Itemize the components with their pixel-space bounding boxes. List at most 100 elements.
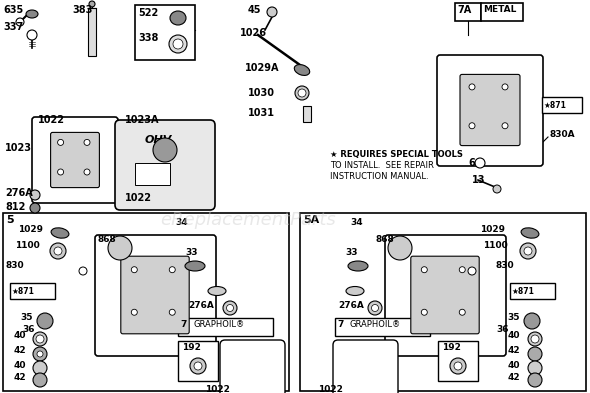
Ellipse shape [185,261,205,271]
Circle shape [388,236,412,260]
Circle shape [30,203,40,213]
Circle shape [33,361,47,375]
Bar [542,97,582,113]
Circle shape [169,309,175,315]
Circle shape [37,313,53,329]
Circle shape [227,305,234,312]
Text: 6: 6 [468,158,475,168]
Circle shape [190,358,206,374]
Bar [135,5,195,60]
Text: 383: 383 [72,5,93,15]
Bar [178,341,218,381]
Circle shape [502,84,508,90]
Circle shape [132,309,137,315]
Text: ★871: ★871 [544,101,567,110]
Text: 42: 42 [14,373,27,382]
Text: 40: 40 [508,361,520,370]
Circle shape [27,30,37,40]
Circle shape [79,267,87,275]
Circle shape [33,373,47,387]
Circle shape [295,86,309,100]
Text: 276A: 276A [338,301,364,310]
FancyBboxPatch shape [460,74,520,145]
Circle shape [298,89,306,97]
Text: METAL: METAL [483,5,516,14]
Text: 337: 337 [3,22,23,32]
Text: 42: 42 [508,346,520,355]
Ellipse shape [170,11,186,25]
Text: 1022: 1022 [125,193,152,203]
Text: 868: 868 [375,235,394,244]
Text: ★871: ★871 [512,286,535,296]
FancyBboxPatch shape [333,340,398,393]
Circle shape [528,361,542,375]
Circle shape [54,247,62,255]
Circle shape [454,362,462,370]
Circle shape [502,123,508,129]
Circle shape [33,347,47,361]
Text: 34: 34 [175,218,188,227]
Circle shape [493,185,501,193]
Text: 42: 42 [14,346,27,355]
Text: 868: 868 [98,235,117,244]
Circle shape [267,7,277,17]
Text: 33: 33 [185,248,198,257]
Circle shape [50,243,66,259]
Circle shape [459,309,466,315]
Text: ★871: ★871 [12,286,35,296]
Circle shape [36,335,44,343]
Text: 5A: 5A [303,215,319,225]
Bar [10,283,55,299]
Bar [88,8,96,56]
Text: 7: 7 [180,320,186,329]
Text: 276A: 276A [188,301,214,310]
FancyBboxPatch shape [411,256,479,334]
Ellipse shape [346,286,364,296]
Text: INSTRUCTION MANUAL.: INSTRUCTION MANUAL. [330,172,428,181]
Text: 1023: 1023 [5,143,32,153]
Circle shape [520,243,536,259]
FancyBboxPatch shape [32,117,118,203]
Circle shape [30,190,40,200]
Text: 34: 34 [350,218,363,227]
Circle shape [84,140,90,145]
Circle shape [16,18,24,26]
Text: 45: 45 [248,5,261,15]
Text: OHV: OHV [145,135,172,145]
Circle shape [468,267,476,275]
Text: 192: 192 [182,343,201,352]
Text: 40: 40 [508,331,520,340]
Bar [438,341,478,381]
Text: TO INSTALL.  SEE REPAIR: TO INSTALL. SEE REPAIR [330,161,434,170]
Text: 33: 33 [345,248,358,257]
Text: 35: 35 [507,313,520,322]
Ellipse shape [294,64,310,75]
Circle shape [531,335,539,343]
Circle shape [475,158,485,168]
Circle shape [459,267,466,273]
Circle shape [173,39,183,49]
Text: 1100: 1100 [15,241,40,250]
Bar [510,283,555,299]
Circle shape [372,305,379,312]
Text: 1026: 1026 [240,28,267,38]
Circle shape [524,247,532,255]
Text: GRAPHOIL®: GRAPHOIL® [350,320,401,329]
Circle shape [528,373,542,387]
Text: 35: 35 [20,313,32,322]
Text: 1022: 1022 [318,385,343,393]
Circle shape [132,267,137,273]
Bar [455,3,481,21]
Text: 522: 522 [138,8,158,18]
Text: 276A: 276A [5,188,33,198]
Ellipse shape [26,10,38,18]
Text: 1029A: 1029A [245,63,280,73]
Text: 7: 7 [337,320,343,329]
Circle shape [421,309,427,315]
Circle shape [469,84,475,90]
Text: 1031: 1031 [248,108,275,118]
Text: eReplacementParts: eReplacementParts [160,211,336,229]
Text: 812: 812 [5,202,25,212]
Circle shape [368,301,382,315]
FancyBboxPatch shape [95,235,216,356]
